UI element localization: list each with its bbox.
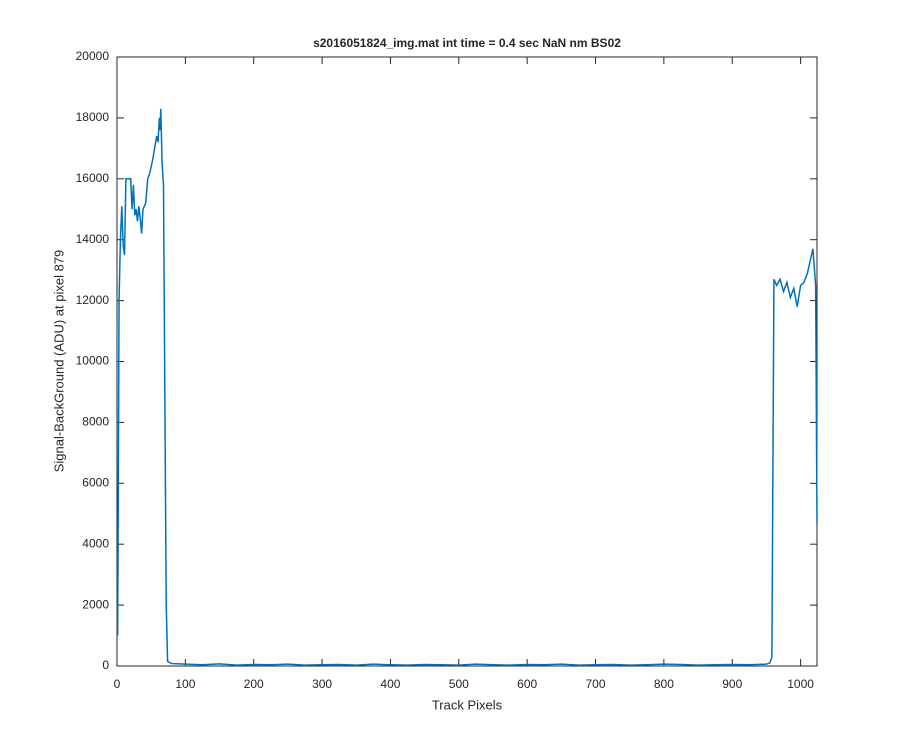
x-tick-label: 900 (722, 677, 742, 691)
x-tick-label: 100 (175, 677, 195, 691)
y-tick-label: 4000 (82, 536, 109, 550)
y-axis-label: Signal-BackGround (ADU) at pixel 879 (51, 250, 66, 473)
x-axis-label: Track Pixels (432, 697, 503, 712)
x-tick-label: 700 (586, 677, 606, 691)
y-tick-label: 0 (102, 658, 109, 672)
y-tick-label: 8000 (82, 415, 109, 429)
y-tick-label: 12000 (76, 293, 110, 307)
x-tick-label: 0 (114, 677, 121, 691)
x-tick-label: 300 (312, 677, 332, 691)
chart-title: s2016051824_img.mat int time = 0.4 sec N… (313, 36, 621, 50)
y-tick-label: 6000 (82, 475, 109, 489)
data-line (116, 108, 818, 666)
x-tick-label: 1000 (787, 677, 814, 691)
y-tick-label: 20000 (76, 49, 110, 63)
y-tick-label: 16000 (76, 171, 110, 185)
y-tick-label: 10000 (76, 354, 110, 368)
x-tick-label: 400 (380, 677, 400, 691)
x-tick-label: 800 (654, 677, 674, 691)
x-tick-label: 200 (244, 677, 264, 691)
y-tick-label: 14000 (76, 232, 110, 246)
y-tick-label: 18000 (76, 110, 110, 124)
y-tick-label: 2000 (82, 597, 109, 611)
x-tick-label: 500 (449, 677, 469, 691)
x-tick-label: 600 (517, 677, 537, 691)
